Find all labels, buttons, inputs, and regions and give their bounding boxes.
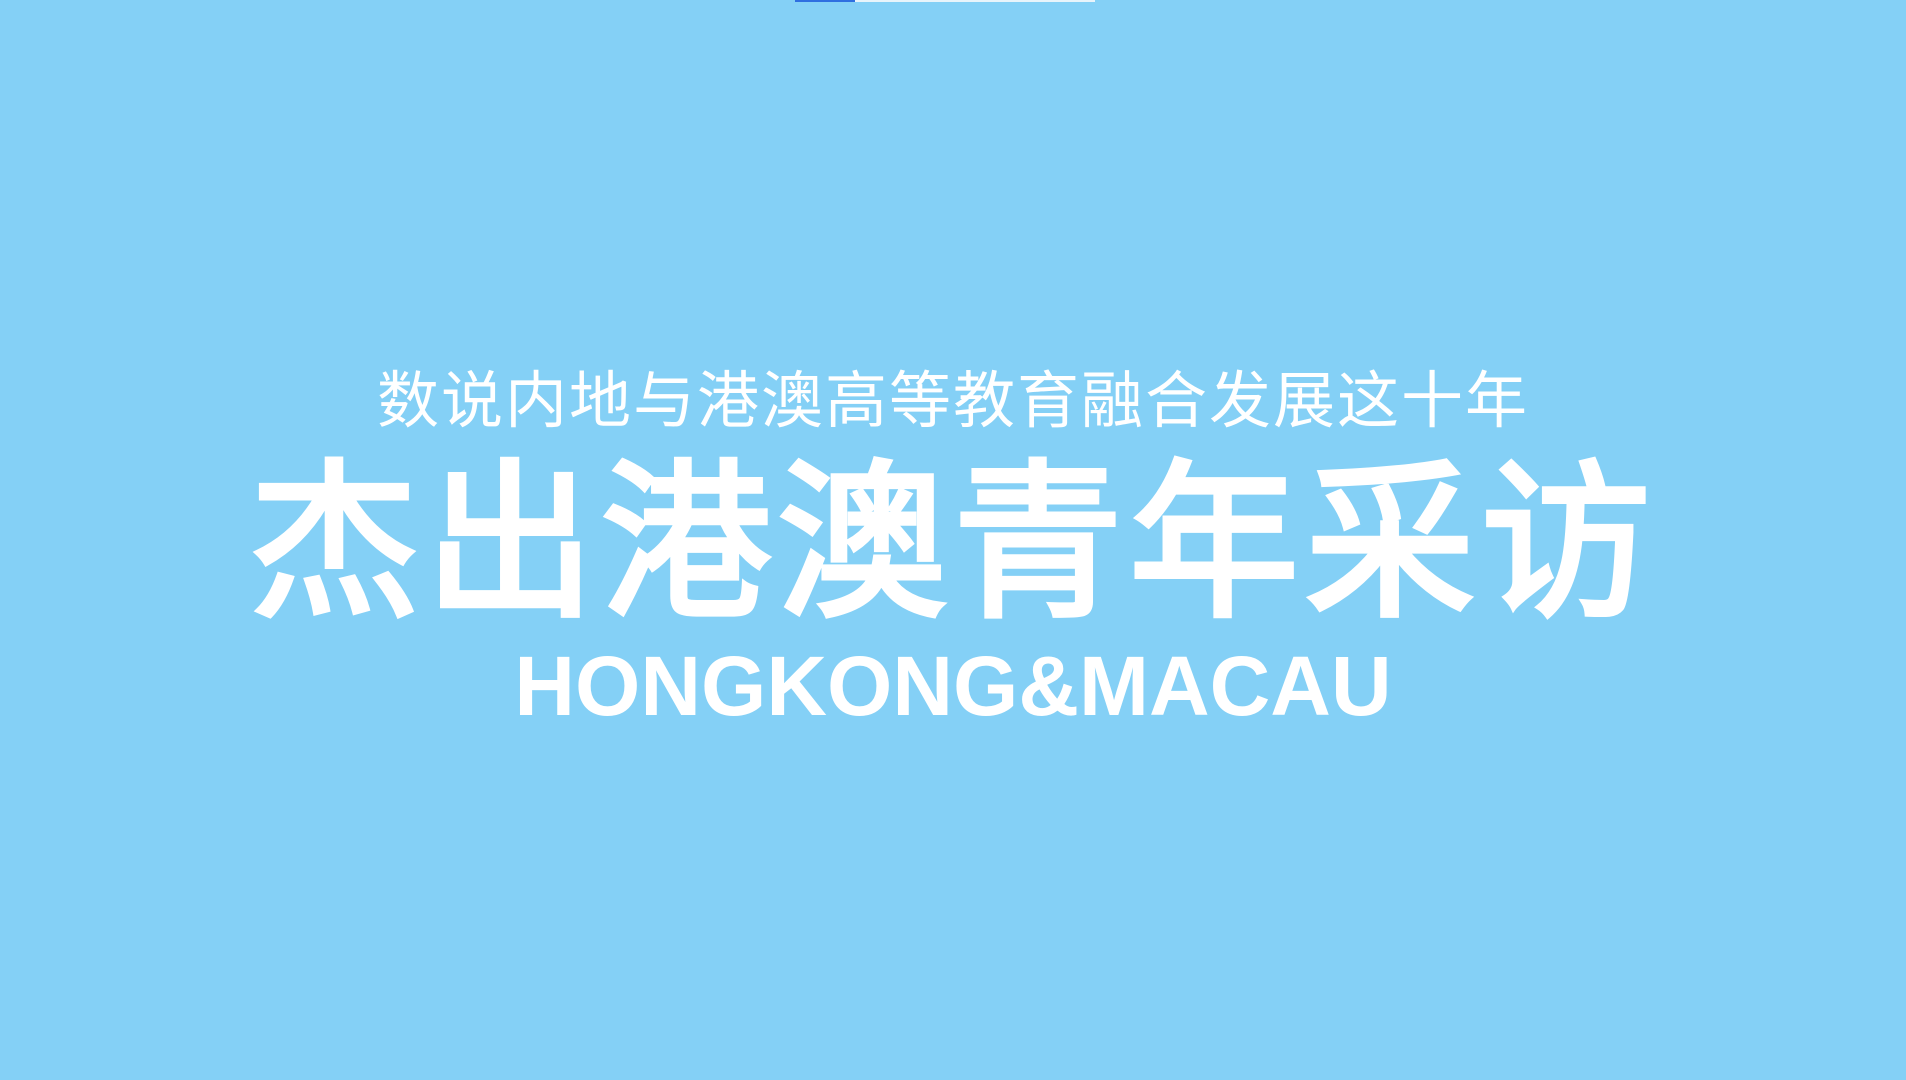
title-block: 数说内地与港澳高等教育融合发展这十年 杰出港澳青年采访 HONGKONG&MAC…: [0, 360, 1906, 736]
progress-indicator-active: [795, 0, 855, 2]
english-title: HONGKONG&MACAU: [514, 639, 1392, 733]
progress-indicator-remaining: [855, 0, 1095, 2]
subtitle: 数说内地与港澳高等教育融合发展这十年: [376, 364, 1529, 437]
progress-indicator: [795, 0, 1095, 2]
main-title: 杰出港澳青年采访: [248, 445, 1657, 643]
